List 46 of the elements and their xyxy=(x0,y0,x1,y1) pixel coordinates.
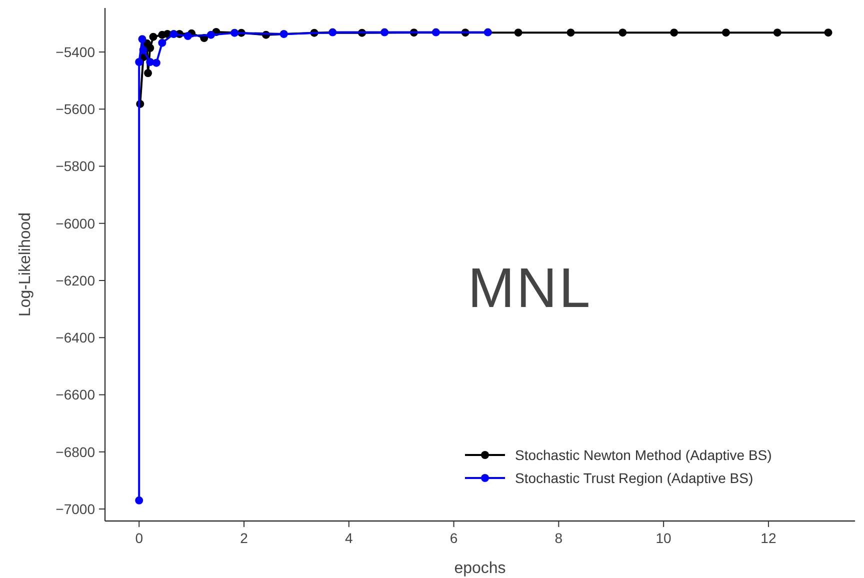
y-tick-label: −6000 xyxy=(56,215,96,232)
y-tick-label: −5800 xyxy=(56,158,96,174)
point xyxy=(170,30,178,38)
point xyxy=(824,28,832,37)
x-tick-label: 10 xyxy=(656,530,672,546)
x-tick-label: 8 xyxy=(554,530,563,546)
point xyxy=(158,38,166,47)
x-axis-title: epochs xyxy=(454,560,506,577)
point xyxy=(206,30,215,39)
y-tick-label: −6600 xyxy=(56,386,96,403)
y-tick-label: −6800 xyxy=(56,444,96,460)
point xyxy=(184,32,192,40)
point xyxy=(230,28,239,37)
point xyxy=(149,32,158,41)
point xyxy=(144,69,152,78)
x-tick-label: 4 xyxy=(344,530,353,546)
y-axis-title: Log-Likelihood xyxy=(17,212,34,317)
x-tick-label: 12 xyxy=(760,530,776,546)
point xyxy=(135,496,144,504)
y-tick-label: −6400 xyxy=(56,330,96,346)
y-tick-label: −5600 xyxy=(56,101,96,118)
legend-label: Stochastic Trust Region (Adaptive BS) xyxy=(515,470,754,486)
point xyxy=(146,58,154,66)
point xyxy=(280,30,288,38)
x-tick-label: 0 xyxy=(135,530,144,546)
point xyxy=(618,28,627,37)
point xyxy=(773,28,782,37)
annotation: MNL xyxy=(468,256,592,319)
point xyxy=(514,28,522,37)
point xyxy=(152,58,160,67)
point xyxy=(139,46,148,54)
point xyxy=(722,28,730,37)
point xyxy=(138,35,146,44)
point xyxy=(380,28,389,36)
point xyxy=(670,28,678,37)
point xyxy=(135,58,144,66)
point xyxy=(566,28,575,37)
x-tick-label: 2 xyxy=(240,530,248,546)
point xyxy=(484,28,492,36)
legend-label: Stochastic Newton Method (Adaptive BS) xyxy=(515,447,772,463)
y-tick-label: −6200 xyxy=(56,272,96,288)
point xyxy=(432,28,440,36)
point xyxy=(328,28,337,36)
y-tick-label: −7000 xyxy=(56,501,96,518)
y-tick-label: −5400 xyxy=(56,44,96,60)
x-tick-label: 6 xyxy=(450,530,458,546)
